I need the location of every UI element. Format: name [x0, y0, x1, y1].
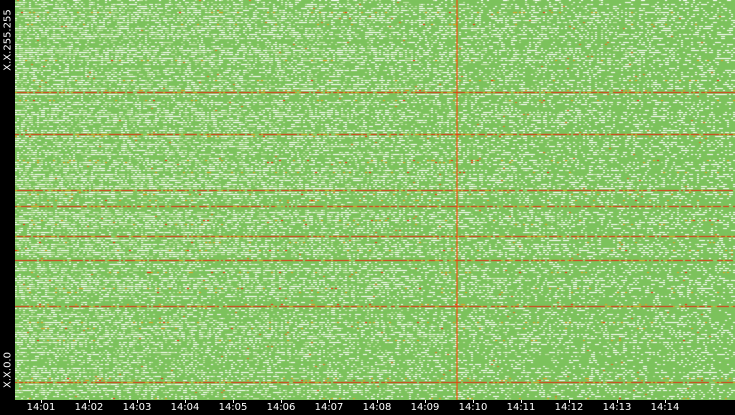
x-tick-label: 14:05 [218, 402, 248, 413]
x-tick-label: 14:08 [362, 402, 392, 413]
x-tick-label: 14:07 [314, 402, 344, 413]
x-tick [425, 400, 426, 403]
x-tick [89, 400, 90, 403]
x-axis: 14:01 14:02 14:03 14:04 14:05 14:06 14:07 14:08… [15, 400, 735, 415]
x-tick-label: 14:04 [170, 402, 200, 413]
x-tick [473, 400, 474, 403]
x-tick [521, 400, 522, 403]
x-tick [185, 400, 186, 403]
y-axis-label-bottom: X.X.0.0 [2, 352, 13, 388]
x-tick-label: 14:12 [554, 402, 584, 413]
x-tick-label: 14:06 [266, 402, 296, 413]
x-tick-label: 14:11 [506, 402, 536, 413]
x-tick [233, 400, 234, 403]
heatmap-overlay [456, 0, 458, 400]
heatmap-canvas [15, 0, 735, 400]
x-tick [377, 400, 378, 403]
x-tick-label: 14:01 [26, 402, 56, 413]
x-tick-label: 14:03 [122, 402, 152, 413]
y-axis-label-top: X.X.255.255 [2, 9, 13, 71]
x-tick-label: 14:10 [458, 402, 488, 413]
x-tick [665, 400, 666, 403]
x-tick [569, 400, 570, 403]
x-tick-label: 14:02 [74, 402, 104, 413]
x-tick [617, 400, 618, 403]
x-tick [41, 400, 42, 403]
x-tick [329, 400, 330, 403]
x-tick [137, 400, 138, 403]
x-tick [281, 400, 282, 403]
x-tick-label: 14:13 [602, 402, 632, 413]
y-axis: X.X.255.255 X.X.0.0 [0, 0, 15, 400]
x-tick-label: 14:09 [410, 402, 440, 413]
heatmap-plot [15, 0, 735, 400]
x-tick-label: 14:14 [650, 402, 680, 413]
